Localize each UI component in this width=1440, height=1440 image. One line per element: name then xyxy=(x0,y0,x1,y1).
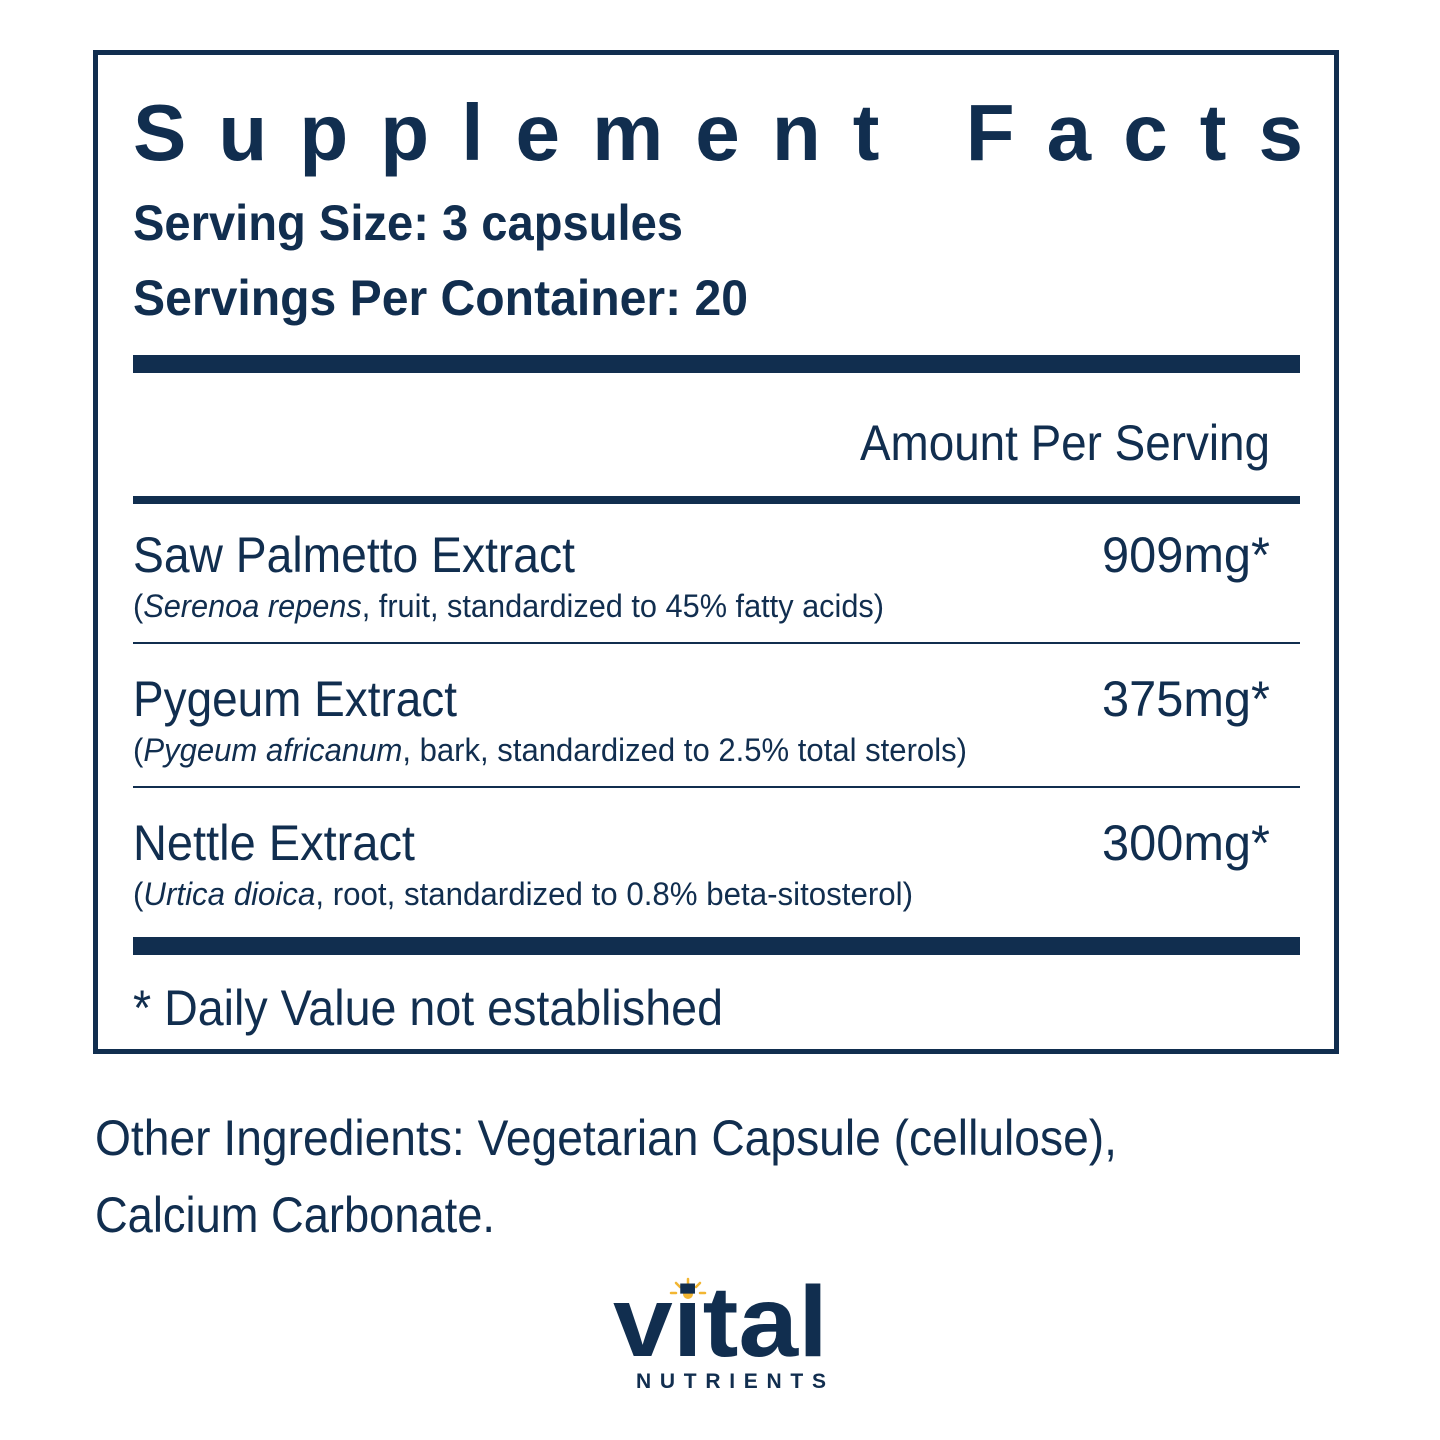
column-header: Amount Per Serving xyxy=(860,415,1270,471)
logo-sun xyxy=(669,1277,707,1299)
row-rule xyxy=(133,642,1300,644)
paren: ( xyxy=(133,876,144,912)
ingredient-amount: 909mg* xyxy=(1102,527,1270,583)
paren: ( xyxy=(133,588,144,624)
logo-brand: vital xyxy=(613,1266,828,1378)
ingredient-description: (Pygeum africanum, bark, standardized to… xyxy=(133,732,967,768)
thick-rule xyxy=(133,937,1300,955)
description-rest: , fruit, standardized to 45% fatty acids… xyxy=(362,588,884,624)
ingredient-name: Saw Palmetto Extract xyxy=(133,527,575,583)
thick-rule xyxy=(133,355,1300,373)
row-rule xyxy=(133,786,1300,788)
title: Supplement Facts xyxy=(133,88,1303,177)
ingredient-amount: 300mg* xyxy=(1102,815,1270,871)
species-name: Serenoa repens xyxy=(143,588,362,624)
servings-per-container: Servings Per Container: 20 xyxy=(133,270,748,326)
ingredient-name: Nettle Extract xyxy=(133,815,415,871)
description-rest: , root, standardized to 0.8% beta-sitost… xyxy=(315,876,913,912)
species-name: Urtica dioica xyxy=(143,876,315,912)
footnote: * Daily Value not established xyxy=(133,980,723,1036)
ingredient-name: Pygeum Extract xyxy=(133,671,457,727)
description-rest: , bark, standardized to 2.5% total stero… xyxy=(402,732,967,768)
other-ingredients: Other Ingredients: Vegetarian Capsule (c… xyxy=(95,1110,1117,1166)
ingredient-description: (Urtica dioica, root, standardized to 0.… xyxy=(133,876,913,912)
ingredient-amount: 375mg* xyxy=(1102,671,1270,727)
species-name: Pygeum africanum xyxy=(143,732,402,768)
paren: ( xyxy=(133,732,144,768)
ingredient-rows: Saw Palmetto Extract 909mg*(Serenoa repen… xyxy=(133,527,1300,912)
ingredient-description: (Serenoa repens, fruit, standardized to … xyxy=(133,588,884,624)
other-ingredients: Calcium Carbonate. xyxy=(95,1187,495,1243)
serving-size: Serving Size: 3 capsules xyxy=(133,195,683,251)
medium-rule xyxy=(133,496,1300,504)
logo-tagline: NUTRIENTS xyxy=(636,1370,826,1393)
facts-box xyxy=(93,50,1339,1054)
